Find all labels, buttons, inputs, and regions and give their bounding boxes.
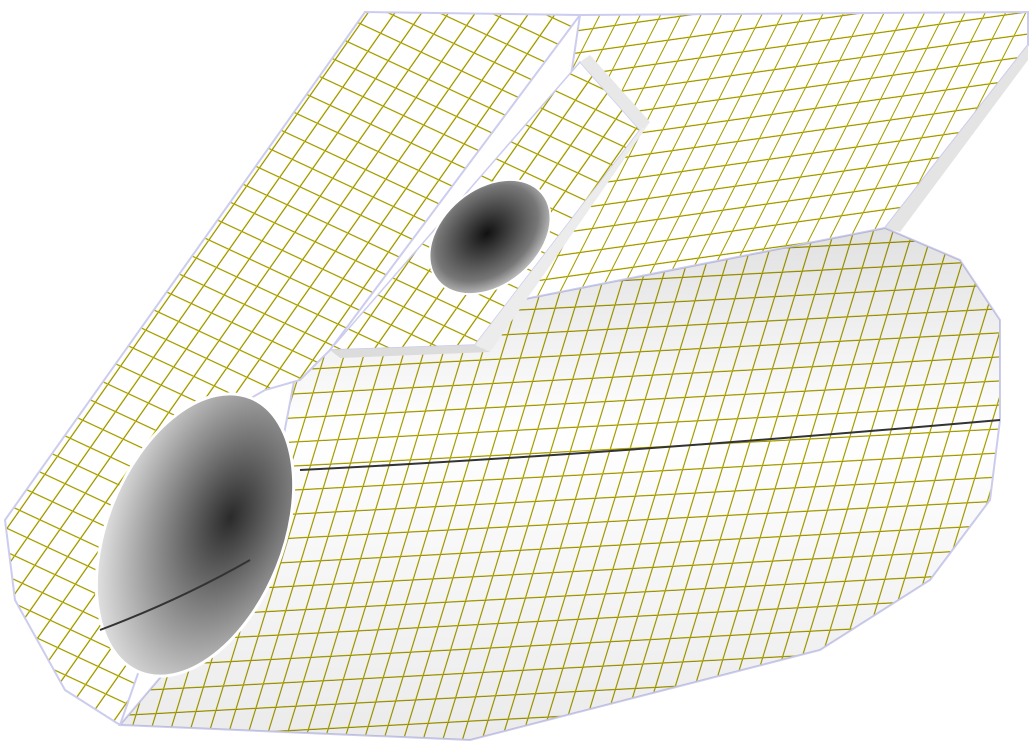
hole-seam: [99, 559, 251, 631]
seam-line: [299, 419, 1001, 471]
small-hole: [428, 178, 552, 296]
back-slab-edge: [885, 45, 1028, 232]
large-hole: [94, 392, 296, 678]
front-block-bottom: [330, 345, 490, 358]
front-block-side: [475, 122, 650, 352]
front-block-top: [580, 55, 650, 130]
